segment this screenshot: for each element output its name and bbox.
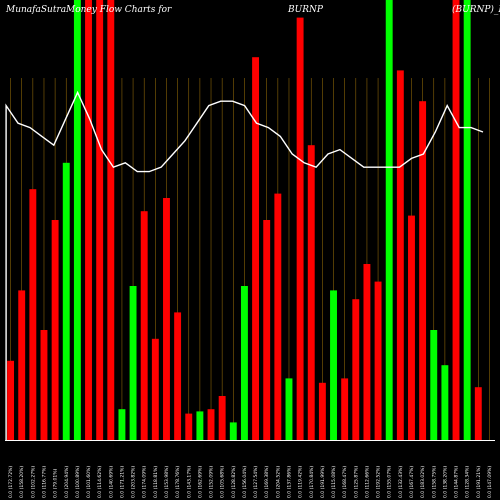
x-tick-label: 0.0 (137.86%) [286,466,292,498]
bar-up [296,17,304,440]
x-tick-label: 0.0 (169.38%) [264,466,270,498]
header-symbol: BURNP [287,5,324,15]
bar-down [118,409,126,440]
x-tick-label: 0.0 (127.54%) [253,466,259,498]
bar-up [218,396,226,440]
x-tick-label: 0.0 (147.09%) [487,466,493,498]
bar-down [129,286,137,440]
bar-down [441,365,449,440]
bar-up [307,145,315,440]
x-tick-label: 0.0 (132.43%) [398,466,404,498]
x-tick-label: 0.0 (204.52%) [275,466,281,498]
x-tick-label: 0.0 (191.99%) [320,466,326,498]
bar-up [85,0,92,440]
x-tick-label: 0.0 (102.27%) [30,466,36,498]
bar-up [174,312,182,440]
bar-up [274,193,282,440]
x-tick-label: 0.0 (204.94%) [64,466,70,498]
bar-down [62,162,70,441]
bar-down [73,0,81,440]
x-tick-label: 0.0 (140.69%) [108,466,114,498]
bar-up [7,360,15,440]
x-tick-label: 0.0 (105.68%) [220,466,226,498]
price-line-series [5,90,484,440]
x-tick-label: 0.0 (128.34%) [465,466,471,498]
x-tick-label: 0.0 (155.07%) [387,466,393,498]
bar-up [419,101,427,440]
bar-up [140,211,148,440]
x-tick-label: 0.0 (156.04%) [242,466,248,498]
x-tick-label: 0.0 (171.21%) [119,466,125,498]
bar-up [18,290,26,440]
bar-down [240,286,248,440]
bar-up [29,189,37,440]
x-tick-label: 0.0 (158.75%) [431,466,437,498]
bar-up [185,413,193,440]
x-tick-label: 0.0 (168.47%) [342,466,348,498]
x-tick-label: 0.0 (191.21%) [476,466,482,498]
x-tick-label: 0.0 (144.87%) [454,466,460,498]
bar-up [408,215,415,440]
x-tick-label: 0.0 (167.47%) [409,466,415,498]
x-tick-label: 0.0 (118.81%) [153,466,159,498]
x-tick-label: 0.0 (152.09%) [209,466,215,498]
x-tick-label: 0.0 (158.20%) [19,466,25,498]
chart-header: MunafaSutra Money Flow Charts for BURNP … [5,4,500,15]
x-tick-label: 0.0 (174.09%) [142,466,148,498]
bar-up [252,57,260,440]
bar-down [285,378,293,440]
bar-up [452,0,460,440]
x-tick-label: 0.0 (101.60%) [86,466,92,498]
bar-up [341,378,349,440]
bar-up [363,264,371,440]
bar-up [163,198,170,440]
x-tick-labels: 0.0 (172.72%) 0.0 (158.20%) 0.0 (102.27%) 0… [8,466,493,498]
x-tick-label: 0.0 (112.66%) [364,466,370,498]
x-tick-label: 0.0 (125.87%) [353,466,359,498]
bar-down [430,330,438,440]
x-tick-label: 0.0 (114.62%) [97,466,103,498]
bar-up [151,338,159,440]
bar-down [196,411,204,440]
header-right-text: (BURNP)_BE [452,4,500,15]
x-tick-label: 0.0 (203.82%) [131,466,137,498]
x-tick-label: 0.0 (192.52%) [376,466,382,498]
bar-down [330,290,337,440]
bar-down [385,0,393,440]
header-site: MunafaSutra [5,5,66,15]
price-line [5,90,484,440]
x-tick-label: 0.0 (128.82%) [231,466,237,498]
bar-up [40,330,48,440]
bar-up [207,409,215,440]
bar-series [7,0,482,441]
bar-down [463,0,471,440]
bar-up [474,387,482,440]
bar-up [352,299,360,440]
x-tick-label: 0.0 (183.02%) [420,466,426,498]
x-tick-label: 0.0 (116.77%) [41,466,47,498]
x-tick-label: 0.0 (79.01%) [53,468,59,498]
x-tick-label: 0.0 (115.08%) [331,466,337,498]
bar-down [229,422,237,440]
bar-up [374,281,382,440]
bar-up [96,0,104,440]
x-tick-label: 0.0 (143.17%) [186,466,192,498]
bar-up [51,220,59,440]
bar-up [318,382,326,440]
bar-up [263,220,271,440]
x-tick-label: 0.0 (119.42%) [298,466,304,498]
bar-up [396,70,404,441]
x-tick-label: 0.0 (178.76%) [175,466,181,498]
x-tick-label: 0.0 (170.84%) [309,466,315,498]
x-tick-label: 0.0 (138.20%) [442,466,448,498]
x-tick-label: 0.0 (100.89%) [75,466,81,498]
bar-up [107,0,115,440]
header-left-text: Money Flow Charts for [65,5,172,15]
x-tick-label: 0.0 (153.98%) [164,466,170,498]
x-tick-label: 0.0 (162.69%) [197,466,203,498]
x-tick-label: 0.0 (172.72%) [8,466,14,498]
